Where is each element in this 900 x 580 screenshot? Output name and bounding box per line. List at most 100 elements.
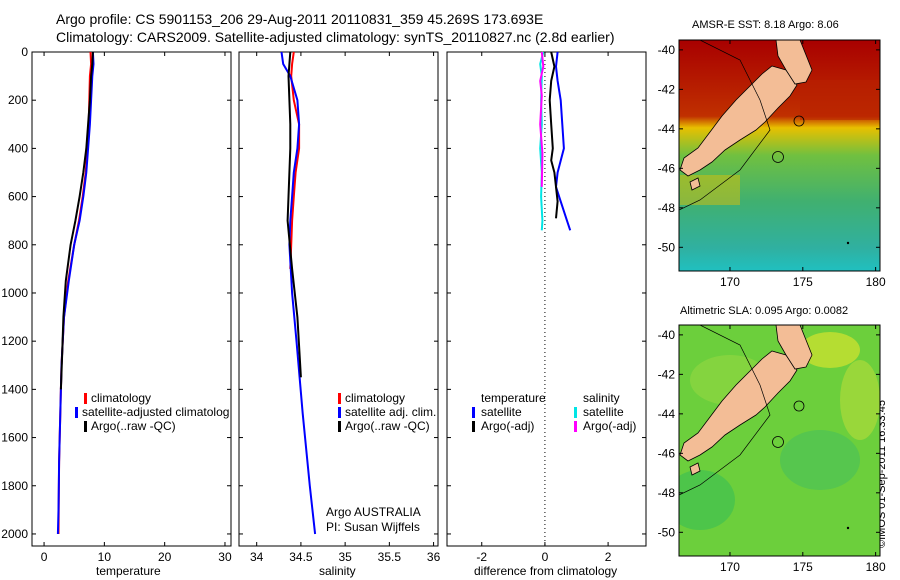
- lat-tick-label: -48: [658, 486, 676, 500]
- sst-dot: [846, 241, 850, 245]
- legend-swatch-climatology: [84, 393, 87, 404]
- lat-tick-label: -40: [658, 43, 676, 57]
- lon-tick-label: 175: [793, 560, 813, 574]
- sst-front-patch: [680, 175, 740, 205]
- x-tick-label: 30: [218, 550, 232, 564]
- y-tick-label: 800: [8, 238, 28, 252]
- x-tick-label: 36: [427, 550, 441, 564]
- legend-swatch-argo: [84, 421, 87, 432]
- sst-isobath: [679, 40, 771, 211]
- plot-frame: [31, 51, 232, 547]
- legend-label-climatology: climatology: [91, 391, 151, 405]
- sla-blob-5: [840, 360, 880, 440]
- lat-tick-label: -44: [658, 122, 676, 136]
- lat-tick-label: -46: [658, 446, 676, 460]
- lon-tick-label: 180: [866, 275, 886, 289]
- temperature-xlabel: temperature: [96, 564, 161, 578]
- legend-label-climatology: climatology: [345, 391, 405, 405]
- sla-map-frame: [678, 324, 881, 557]
- y-tick-label: 0: [21, 45, 28, 59]
- y-tick-label: 200: [8, 93, 28, 107]
- lat-tick-label: -44: [658, 407, 676, 421]
- argo-float-marker: [772, 151, 784, 163]
- series-line-climatology: [57, 51, 93, 535]
- legend-swatch-argo: [338, 421, 341, 432]
- difference-xlabel: difference from climatology: [474, 564, 617, 578]
- series-line-temperature-argo-adj-: [548, 51, 559, 219]
- argo-float-marker: [772, 436, 784, 448]
- salinity-note-pi: PI: Susan Wijffels: [326, 520, 420, 534]
- lat-tick-label: -46: [658, 161, 676, 175]
- x-tick-label: 2: [605, 550, 612, 564]
- temperature-panel: 0 10 20 30 0 200 400 600 800 1000 1200 1400 1600 1800…: [1, 45, 232, 564]
- series-line-salinity-argo-adj-: [539, 51, 545, 187]
- legend-swatch-temp-satellite: [472, 407, 475, 418]
- temperature-legend: climatology satellite-adjusted climatolo…: [75, 391, 229, 433]
- salinity-xlabel: salinity: [319, 564, 356, 578]
- stewart-island-land: [689, 462, 701, 476]
- y-tick-label: 1400: [1, 382, 28, 396]
- lon-tick-label: 170: [720, 560, 740, 574]
- north-island-land: [775, 325, 813, 370]
- y-tick-label: 400: [8, 141, 28, 155]
- legend-label-satellite: satellite-adjusted climatolog: [82, 405, 229, 419]
- x-tick-label: 0: [41, 550, 48, 564]
- legend-swatch-satellite: [338, 407, 341, 418]
- north-island-land: [775, 40, 813, 85]
- y-tick-label: 1600: [1, 431, 28, 445]
- legend-swatch-temp-argo: [472, 421, 475, 432]
- legend-head-salinity: salinity: [583, 391, 620, 405]
- x-tick-label: 35: [338, 550, 352, 564]
- header-line-2: Climatology: CARS2009. Satellite-adjuste…: [56, 29, 615, 45]
- series-line-climatology: [289, 51, 301, 269]
- sla-dot: [846, 526, 850, 530]
- sst-map-frame: [678, 39, 881, 272]
- legend-swatch-sal-satellite: [574, 407, 577, 418]
- plot-frame: [238, 51, 439, 547]
- lat-tick-label: -50: [658, 240, 676, 254]
- sla-blob-2: [800, 332, 860, 368]
- lat-tick-label: -50: [658, 525, 676, 539]
- x-tick-label: 20: [158, 550, 172, 564]
- y-tick-label: 1200: [1, 334, 28, 348]
- series-line-satellite-adjusted-climatology: [56, 51, 95, 535]
- lat-tick-label: -40: [658, 328, 676, 342]
- difference-panel: -2 0 2: [446, 51, 647, 564]
- lat-tick-label: -48: [658, 201, 676, 215]
- sla-map-title: Altimetric SLA: 0.095 Argo: 0.0082: [680, 305, 849, 317]
- map-ticks: -40 -42 -44 -46 -48 -50 170 175 180 -40 -42 -44 -46 -…: [658, 40, 886, 574]
- y-tick-label: 1800: [1, 479, 28, 493]
- series-line-temperature-satellite: [555, 51, 572, 231]
- legend-head-temperature: temperature: [481, 391, 546, 405]
- stewart-island-land: [689, 177, 701, 191]
- sst-map: [679, 40, 880, 271]
- legend-label-sal-satellite: satellite: [583, 405, 624, 419]
- header-line-1: Argo profile: CS 5901153_206 29-Aug-2011…: [56, 11, 544, 27]
- salinity-panel: 34 34.5 35 35.5 36: [238, 51, 441, 564]
- legend-label-sal-argo: Argo(-adj): [583, 419, 636, 433]
- sla-isobath: [679, 325, 771, 496]
- plot-frame: [446, 51, 647, 547]
- x-tick-label: 34.5: [289, 550, 313, 564]
- legend-label-argo: Argo(..raw -QC): [345, 419, 430, 433]
- lon-tick-label: 170: [720, 275, 740, 289]
- salinity-legend: climatology satellite adj. clim. Argo(..…: [326, 391, 436, 534]
- sst-feature-circle: [793, 115, 805, 127]
- x-tick-label: 10: [98, 550, 112, 564]
- series-line-argo-raw-qc-: [59, 51, 94, 390]
- sst-warm-patch: [800, 80, 880, 120]
- y-tick-label: 1000: [1, 286, 28, 300]
- lon-tick-label: 180: [866, 560, 886, 574]
- x-tick-label: -2: [476, 550, 487, 564]
- lon-tick-label: 175: [793, 275, 813, 289]
- x-tick-label: 35.5: [378, 550, 402, 564]
- y-tick-label: 600: [8, 190, 28, 204]
- legend-label-satellite: satellite adj. clim.: [345, 405, 436, 419]
- lat-tick-label: -42: [658, 367, 676, 381]
- sla-feature-circle: [793, 400, 805, 412]
- legend-swatch-climatology: [338, 393, 341, 404]
- legend-swatch-satellite: [75, 407, 78, 418]
- series-line-argo-raw-qc-: [286, 51, 302, 378]
- legend-swatch-sal-argo: [574, 421, 577, 432]
